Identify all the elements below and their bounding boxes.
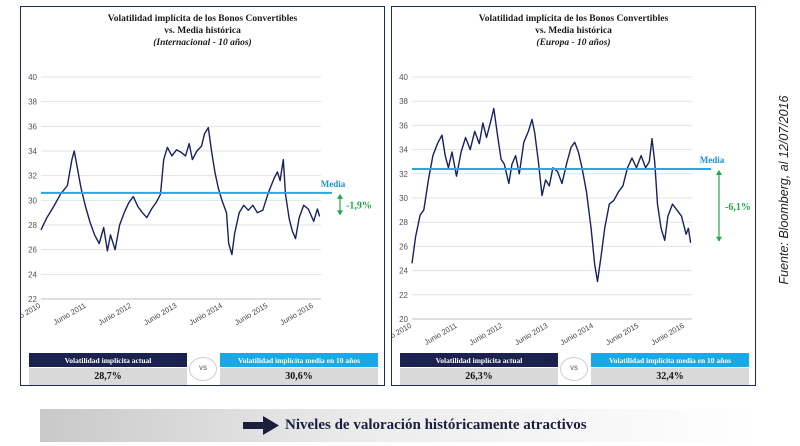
x-tick-label: Junio 2013: [142, 301, 178, 327]
panel-region: (Internacional - 10 años): [153, 38, 252, 48]
y-tick-label: 28: [399, 218, 408, 227]
x-tick-label: Junio 2015: [233, 301, 269, 327]
y-tick-label: 34: [399, 146, 408, 155]
panel-title: Volatilidad implícita de los Bonos Conve…: [392, 13, 755, 49]
x-tick-label: Junio 2014: [559, 321, 595, 347]
y-tick-label: 20: [399, 315, 408, 324]
mean-volatility-label: Volatilidad implícita media en 10 años: [220, 353, 378, 367]
chart-panel-europa: Volatilidad implícita de los Bonos Conve…: [391, 6, 756, 386]
mean-volatility-value: 30,6%: [220, 368, 378, 385]
x-tick-label: Junio 2014: [188, 301, 224, 327]
y-tick-label: 26: [28, 246, 37, 255]
y-tick-label: 24: [28, 270, 37, 279]
source-note: Fuente: Bloomberg, al 12/07/2016: [770, 0, 798, 380]
x-tick-label: Junio 2013: [513, 321, 549, 347]
source-text: Fuente: Bloomberg, al 12/07/2016: [777, 95, 791, 285]
x-tick-label: Junio 2010: [392, 321, 413, 347]
y-tick-label: 38: [399, 97, 408, 106]
x-tick-label: Junio 2012: [468, 321, 504, 347]
panel-title-line1: Volatilidad implícita de los Bonos Conve…: [107, 14, 298, 24]
panel-title-line2: vs. Media histórica: [164, 26, 241, 36]
actual-volatility-value: 28,7%: [29, 368, 187, 385]
x-tick-label: Junio 2012: [97, 301, 133, 327]
mean-label: Media: [321, 179, 346, 189]
y-tick-label: 40: [28, 73, 37, 82]
panel-title-line2: vs. Media histórica: [535, 26, 612, 36]
mean-label: Media: [700, 155, 725, 165]
volatility-series-line: [411, 107, 692, 283]
y-tick-label: 22: [28, 295, 37, 304]
mean-volatility-value: 32,4%: [591, 368, 749, 385]
banner-text: Niveles de valoración históricamente atr…: [285, 417, 587, 433]
panel-title-line1: Volatilidad implícita de los Bonos Conve…: [478, 14, 669, 24]
chart-panel-internacional: Volatilidad implícita de los Bonos Conve…: [20, 6, 385, 386]
comparison-bar: Volatilidad implícita actual Volatilidad…: [29, 353, 378, 387]
line-chart-europa: 20 22 24 26 28 30 32 34 36 38 40 Junio 2010 Junio 20…: [392, 73, 751, 347]
line-chart-internacional: 22 24 26 28 30 32 34 36 38 40 Junio 2010 Junio 2011…: [21, 73, 372, 327]
y-tick-label: 24: [399, 267, 408, 276]
delta-arrow-head-down: [716, 236, 722, 242]
panel-region: (Europa - 10 años): [536, 38, 611, 48]
delta-arrow-head-down: [337, 210, 343, 216]
delta-label: -6,1%: [725, 202, 751, 213]
y-tick-label: 36: [28, 122, 37, 131]
actual-volatility-label: Volatilidad implícita actual: [400, 353, 558, 367]
y-tick-label: 36: [399, 121, 408, 130]
y-tick-label: 40: [399, 73, 408, 82]
panel-title: Volatilidad implícita de los Bonos Conve…: [21, 13, 384, 49]
y-tick-label: 30: [28, 196, 37, 205]
actual-volatility-value: 26,3%: [400, 368, 558, 385]
y-tick-label: 22: [399, 291, 408, 300]
delta-label: -1,9%: [346, 201, 372, 212]
y-tick-label: 38: [28, 98, 37, 107]
conclusion-banner: Niveles de valoración históricamente atr…: [40, 409, 760, 442]
arrow-right-icon: [243, 416, 279, 435]
delta-arrow-head-up: [337, 193, 343, 199]
x-tick-label: Junio 2010: [21, 301, 42, 327]
x-tick-label: Junio 2016: [278, 301, 314, 327]
x-tick-label: Junio 2016: [649, 321, 685, 347]
volatility-series-line: [40, 126, 321, 256]
y-tick-label: 34: [28, 147, 37, 156]
y-tick-label: 28: [28, 221, 37, 230]
x-tick-label: Junio 2011: [423, 321, 459, 347]
mean-volatility-label: Volatilidad implícita media en 10 años: [591, 353, 749, 367]
y-tick-label: 26: [399, 242, 408, 251]
vs-badge: VS: [189, 357, 217, 381]
y-tick-label: 30: [399, 194, 408, 203]
x-tick-label: Junio 2011: [52, 301, 88, 327]
y-tick-label: 32: [399, 170, 408, 179]
x-tick-label: Junio 2015: [604, 321, 640, 347]
delta-arrow-head-up: [716, 169, 722, 175]
comparison-bar: Volatilidad implícita actual Volatilidad…: [400, 353, 749, 387]
actual-volatility-label: Volatilidad implícita actual: [29, 353, 187, 367]
vs-badge: VS: [560, 357, 588, 381]
y-tick-label: 32: [28, 172, 37, 181]
